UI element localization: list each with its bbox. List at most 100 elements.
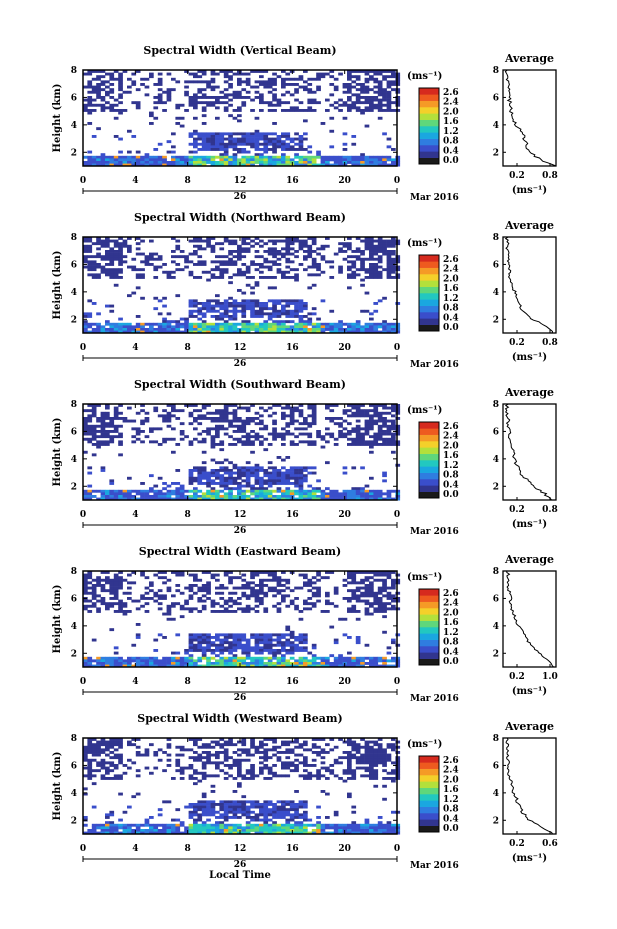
heatmap-cell bbox=[175, 482, 181, 485]
heatmap-cell bbox=[135, 273, 141, 277]
heatmap-cell bbox=[276, 145, 282, 149]
heatmap-cell bbox=[118, 607, 123, 611]
heatmap-cell bbox=[245, 594, 251, 598]
heatmap-cell bbox=[294, 304, 299, 308]
heatmap-cell bbox=[241, 489, 247, 493]
heatmap-cell bbox=[232, 576, 238, 580]
heatmap-cell bbox=[118, 250, 123, 253]
heatmap-cell bbox=[294, 649, 299, 652]
heatmap-cell bbox=[201, 155, 207, 159]
heatmap-cell bbox=[219, 829, 225, 832]
heatmap-cell bbox=[223, 476, 229, 480]
heatmap-cell bbox=[171, 617, 176, 621]
heatmap-cell bbox=[197, 163, 203, 167]
heatmap-cell bbox=[355, 404, 361, 407]
heatmap-cell bbox=[289, 492, 295, 496]
heatmap-cell bbox=[329, 404, 335, 407]
heatmap-cell bbox=[386, 440, 392, 444]
heatmap-cell bbox=[364, 484, 370, 488]
heatmap-cell bbox=[245, 649, 251, 652]
heatmap-cell bbox=[289, 489, 295, 493]
heatmap-cell bbox=[87, 80, 93, 84]
heatmap-cell bbox=[259, 322, 264, 326]
heatmap-cell bbox=[118, 411, 123, 415]
heatmap-cell bbox=[109, 422, 115, 426]
heatmap-cell bbox=[338, 322, 343, 326]
heatmap-cell bbox=[118, 581, 123, 585]
heatmap-cell bbox=[109, 252, 115, 256]
heatmap-cell bbox=[223, 404, 229, 407]
heatmap-cell bbox=[96, 330, 101, 334]
heatmap-cell bbox=[206, 80, 211, 84]
heatmap-cell bbox=[210, 643, 216, 647]
heatmap-cell bbox=[219, 427, 225, 431]
heatmap-cell bbox=[369, 103, 374, 107]
heatmap-cell bbox=[223, 414, 229, 418]
heatmap-cell bbox=[206, 774, 211, 778]
heatmap-cell bbox=[171, 145, 176, 149]
heatmap-cell bbox=[289, 417, 295, 420]
heatmap-cell bbox=[197, 466, 203, 470]
heatmap-cell bbox=[342, 597, 348, 600]
heatmap-cell bbox=[237, 808, 242, 812]
heatmap-cell bbox=[175, 829, 181, 832]
heatmap-cell bbox=[131, 328, 137, 331]
heatmap-cell bbox=[219, 633, 225, 637]
heatmap-cell bbox=[219, 263, 225, 266]
heatmap-cell bbox=[223, 638, 229, 642]
heatmap-cell bbox=[118, 604, 123, 608]
heatmap-cell bbox=[179, 753, 185, 757]
heatmap-cell bbox=[267, 250, 273, 253]
heatmap-cell bbox=[157, 497, 163, 501]
heatmap-cell bbox=[122, 325, 128, 329]
heatmap-cell bbox=[263, 813, 269, 817]
heatmap-cell bbox=[364, 124, 370, 128]
heatmap-cell bbox=[250, 497, 255, 501]
day-label: 26 bbox=[234, 526, 247, 536]
heatmap-cell bbox=[171, 414, 176, 418]
heatmap-cell bbox=[87, 777, 93, 780]
heatmap-cell bbox=[210, 135, 216, 138]
heatmap-cell bbox=[250, 145, 255, 149]
heatmap-cell bbox=[391, 257, 396, 261]
heatmap-cell bbox=[263, 743, 269, 747]
heatmap-cell bbox=[135, 489, 141, 493]
heatmap-cell bbox=[162, 826, 167, 830]
heatmap-cell bbox=[351, 656, 357, 660]
heatmap-cell bbox=[307, 471, 313, 475]
heatmap-cell bbox=[171, 150, 176, 154]
heatmap-cell bbox=[109, 260, 115, 264]
heatmap-cell bbox=[219, 769, 225, 773]
colorbar-swatch bbox=[419, 305, 439, 313]
heatmap-cell bbox=[179, 656, 185, 660]
heatmap-cell bbox=[303, 599, 308, 603]
heatmap-cell bbox=[289, 106, 295, 110]
heatmap-cell bbox=[157, 312, 163, 316]
heatmap-cell bbox=[215, 495, 220, 498]
heatmap-cell bbox=[281, 270, 286, 274]
heatmap-cell bbox=[298, 163, 304, 167]
heatmap-cell bbox=[263, 758, 269, 762]
heatmap-cell bbox=[263, 578, 269, 582]
heatmap-cell bbox=[294, 278, 299, 282]
heatmap-cell bbox=[215, 659, 220, 663]
heatmap-cell bbox=[298, 330, 304, 334]
heatmap-cell bbox=[197, 325, 203, 329]
heatmap-cell bbox=[131, 435, 137, 439]
heatmap-cell bbox=[113, 764, 119, 767]
heatmap-cell bbox=[237, 597, 242, 600]
heatmap-cell bbox=[382, 474, 387, 478]
heatmap-cell bbox=[250, 109, 255, 112]
heatmap-cell bbox=[149, 497, 154, 501]
heatmap-cell bbox=[166, 328, 172, 331]
heatmap-cell bbox=[91, 748, 97, 752]
heatmap-cell bbox=[294, 153, 299, 157]
heatmap-cell bbox=[215, 409, 220, 413]
heatmap-cell bbox=[153, 328, 159, 331]
heatmap-cell bbox=[281, 471, 286, 475]
heatmap-cell bbox=[355, 610, 361, 613]
heatmap-cell bbox=[188, 479, 194, 483]
heatmap-cell bbox=[197, 309, 203, 313]
heatmap-cell bbox=[237, 244, 242, 248]
heatmap-cell bbox=[100, 427, 106, 431]
